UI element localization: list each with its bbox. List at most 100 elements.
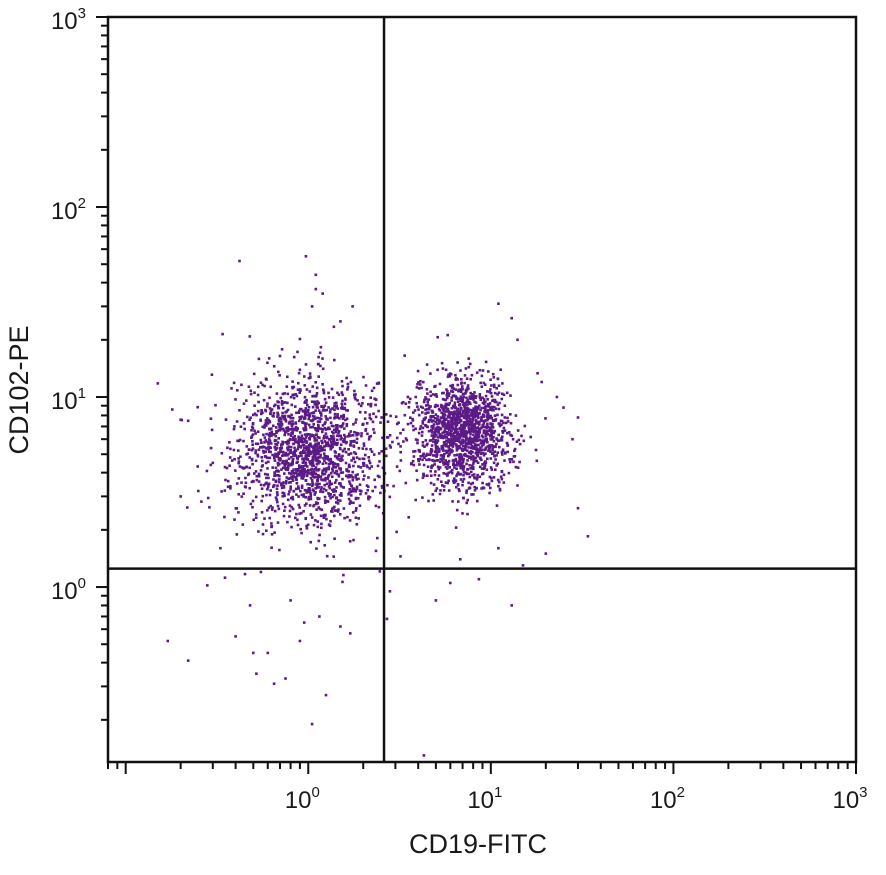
data-point bbox=[252, 518, 255, 522]
data-point bbox=[275, 430, 278, 433]
data-point bbox=[265, 456, 269, 460]
data-point bbox=[450, 396, 453, 399]
data-point bbox=[298, 337, 302, 341]
data-point bbox=[292, 489, 296, 493]
data-point bbox=[454, 429, 457, 432]
data-point bbox=[453, 466, 456, 469]
data-point bbox=[315, 406, 318, 409]
data-point bbox=[346, 435, 350, 438]
data-point bbox=[273, 473, 277, 476]
data-point bbox=[509, 421, 513, 425]
data-point bbox=[399, 555, 402, 558]
data-point bbox=[484, 446, 488, 449]
data-point bbox=[441, 435, 445, 438]
data-point bbox=[251, 443, 254, 446]
data-point bbox=[322, 408, 325, 411]
data-point bbox=[456, 400, 460, 403]
data-point bbox=[301, 470, 305, 473]
data-point bbox=[480, 445, 484, 448]
data-point bbox=[313, 417, 317, 420]
data-point bbox=[278, 447, 282, 450]
data-point bbox=[353, 430, 356, 434]
data-point bbox=[300, 451, 303, 454]
data-point bbox=[403, 413, 407, 417]
data-point bbox=[339, 484, 343, 488]
data-point bbox=[354, 421, 357, 424]
data-point bbox=[300, 434, 304, 437]
data-point bbox=[424, 416, 427, 419]
data-point bbox=[434, 449, 438, 452]
data-point bbox=[469, 433, 472, 436]
data-point bbox=[432, 423, 436, 426]
data-point bbox=[346, 476, 350, 479]
data-point bbox=[264, 409, 268, 413]
data-point bbox=[200, 500, 203, 503]
data-point bbox=[502, 421, 505, 425]
data-point bbox=[447, 471, 450, 475]
data-point bbox=[310, 478, 314, 482]
data-point bbox=[294, 487, 298, 491]
data-point bbox=[297, 371, 301, 375]
data-point bbox=[305, 398, 308, 402]
data-point bbox=[326, 477, 330, 480]
data-point bbox=[448, 466, 451, 469]
data-point bbox=[419, 425, 423, 428]
data-point bbox=[458, 489, 461, 493]
data-point bbox=[480, 434, 484, 437]
data-point bbox=[267, 506, 271, 510]
data-point bbox=[395, 436, 399, 440]
data-point bbox=[290, 505, 293, 509]
data-point bbox=[421, 406, 425, 410]
data-point bbox=[335, 404, 338, 407]
data-point bbox=[270, 508, 274, 511]
data-point bbox=[311, 414, 315, 418]
data-point bbox=[331, 407, 334, 410]
data-point bbox=[271, 466, 274, 469]
data-point bbox=[474, 414, 477, 418]
data-point bbox=[337, 458, 340, 461]
data-point bbox=[276, 484, 279, 487]
data-point bbox=[372, 412, 375, 415]
data-point bbox=[418, 463, 421, 466]
data-point bbox=[305, 524, 308, 528]
data-point bbox=[349, 380, 353, 384]
data-point bbox=[506, 416, 509, 420]
data-point bbox=[367, 476, 370, 479]
data-point bbox=[452, 463, 456, 467]
data-point bbox=[413, 450, 417, 453]
data-point bbox=[336, 463, 339, 466]
data-point bbox=[323, 495, 327, 499]
data-point bbox=[265, 420, 269, 424]
data-point bbox=[544, 417, 547, 420]
data-point bbox=[317, 441, 320, 445]
data-point bbox=[311, 450, 315, 453]
data-point bbox=[477, 448, 481, 452]
data-point bbox=[455, 461, 459, 464]
data-point bbox=[293, 427, 297, 430]
data-point bbox=[304, 409, 307, 412]
data-point bbox=[471, 416, 475, 420]
data-point bbox=[379, 491, 382, 495]
data-point bbox=[495, 400, 498, 404]
data-point bbox=[424, 454, 428, 457]
data-point bbox=[339, 625, 342, 628]
data-point bbox=[328, 483, 332, 486]
data-point bbox=[270, 434, 273, 437]
data-point bbox=[365, 422, 369, 425]
data-point bbox=[336, 434, 339, 437]
y-tick-label: 100 bbox=[51, 575, 86, 605]
data-point bbox=[518, 460, 521, 464]
data-point bbox=[349, 501, 353, 504]
data-point bbox=[425, 363, 429, 366]
data-point bbox=[340, 391, 344, 394]
data-point bbox=[293, 452, 297, 456]
data-point bbox=[493, 429, 497, 433]
data-point bbox=[309, 375, 312, 378]
data-point bbox=[320, 508, 324, 511]
data-point bbox=[321, 490, 325, 494]
data-point bbox=[333, 514, 336, 518]
data-point bbox=[459, 466, 462, 470]
data-point bbox=[316, 479, 319, 482]
data-point bbox=[443, 407, 446, 411]
data-point bbox=[320, 439, 323, 443]
